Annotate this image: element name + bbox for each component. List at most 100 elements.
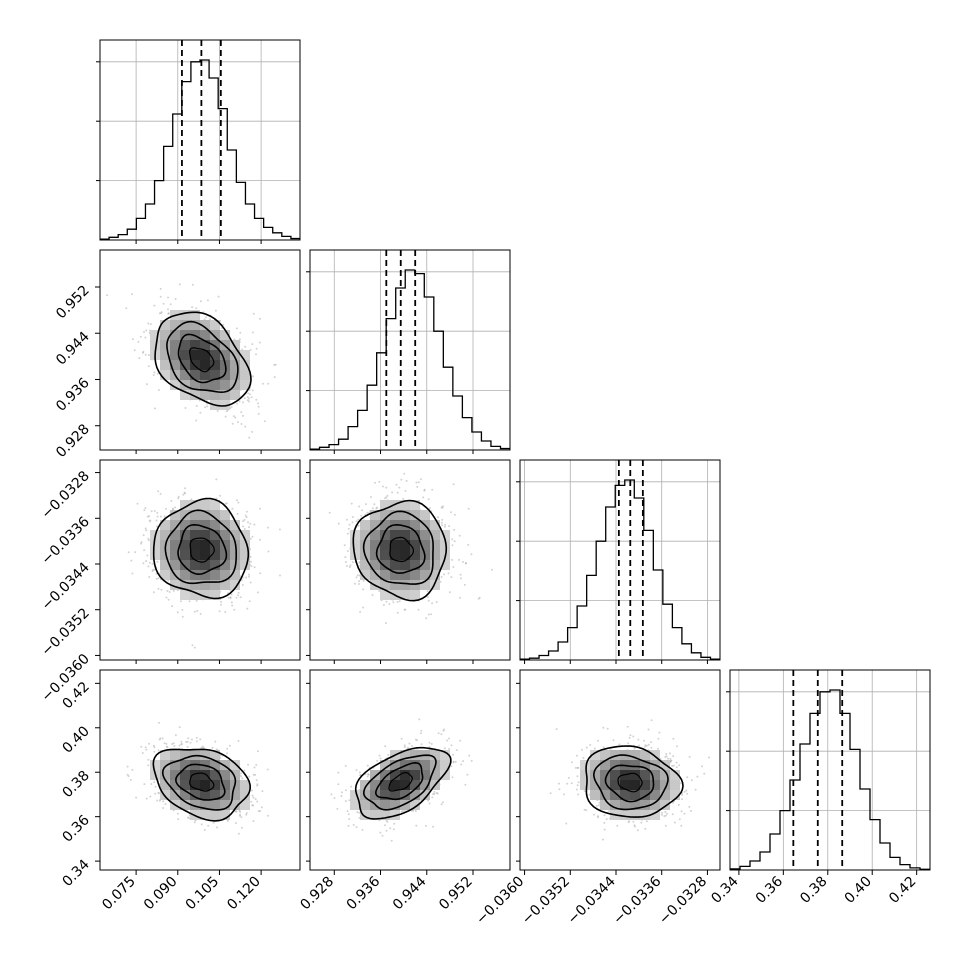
density-cell <box>190 590 200 600</box>
x-tick-label: 0.40 <box>842 874 875 907</box>
density-cell <box>200 770 210 780</box>
density-cell <box>410 570 420 580</box>
scatter-point <box>184 407 187 409</box>
scatter-point <box>402 497 405 500</box>
scatter-point <box>451 558 454 561</box>
scatter-point <box>140 542 142 545</box>
scatter-point <box>386 494 389 497</box>
density-cell <box>240 350 250 360</box>
scatter-point <box>357 583 360 585</box>
scatter-point <box>642 739 645 742</box>
density-cell <box>230 550 240 560</box>
density-cell <box>630 810 640 820</box>
scatter-point <box>263 420 266 423</box>
contour-line <box>389 536 414 563</box>
scatter-point <box>240 816 243 819</box>
scatter-point <box>385 486 388 489</box>
scatter-point <box>688 755 691 758</box>
scatter-point <box>371 594 374 596</box>
scatter-point <box>267 382 270 385</box>
scatter-point <box>150 783 153 785</box>
density-cell <box>430 570 440 580</box>
scatter-point <box>447 572 450 575</box>
scatter-point <box>251 789 253 792</box>
scatter-point <box>224 502 227 505</box>
scatter-point <box>722 751 724 753</box>
scatter-point <box>672 737 675 740</box>
scatter-point <box>385 622 387 624</box>
scatter-point <box>255 398 258 401</box>
scatter-point <box>252 796 255 799</box>
contour-line <box>374 761 424 801</box>
scatter-point <box>627 742 630 745</box>
scatter-point <box>583 808 586 811</box>
scatter-point <box>140 745 143 748</box>
scatter-point <box>234 416 237 419</box>
scatter-point <box>433 793 436 795</box>
density-cell <box>190 790 200 800</box>
x-tick-label: 0.952 <box>436 874 476 914</box>
scatter-point <box>204 406 207 409</box>
density-cell <box>410 770 420 780</box>
scatter-point <box>141 752 144 754</box>
scatter-point <box>602 726 605 729</box>
density-cell <box>180 510 190 520</box>
scatter-point <box>177 495 180 498</box>
density-cell <box>150 760 160 770</box>
scatter-point <box>202 746 205 749</box>
scatter-point <box>158 312 161 315</box>
scatter-point <box>235 499 238 502</box>
scatter-point <box>238 400 241 403</box>
scatter-point <box>149 795 152 798</box>
x-tick-label: −0.0336 <box>610 873 664 927</box>
density-cell <box>210 340 220 350</box>
scatter-point <box>404 489 407 492</box>
scatter-point <box>164 803 167 805</box>
density-cell <box>230 580 240 590</box>
scatter-point <box>169 303 172 306</box>
scatter-point <box>427 799 430 802</box>
scatter-point <box>444 523 446 526</box>
y-tick-label: 0.928 <box>53 421 93 461</box>
scatter-point <box>361 828 364 831</box>
scatter-point <box>244 345 247 348</box>
histogram-step <box>730 689 930 870</box>
scatter-point <box>384 745 387 748</box>
scatter-point <box>231 507 234 510</box>
scatter-point <box>448 591 451 594</box>
density-cell <box>220 800 230 810</box>
scatter-point <box>203 828 206 831</box>
scatter-point <box>441 524 443 527</box>
scatter-point <box>470 553 473 556</box>
scatter-point <box>355 769 358 772</box>
scatter-point <box>676 745 678 748</box>
scatter-point <box>158 792 160 795</box>
scatter-point <box>442 505 444 508</box>
scatter-point <box>156 372 159 375</box>
scatter-point <box>664 814 667 817</box>
density-cell <box>170 520 180 530</box>
density-cell <box>590 790 600 800</box>
scatter-point <box>627 821 630 824</box>
scatter-point <box>215 478 218 481</box>
density-cell <box>220 550 230 560</box>
density-cell <box>650 800 660 810</box>
scatter-point <box>357 524 360 527</box>
scatter-point <box>253 766 256 769</box>
scatter-point <box>376 506 379 509</box>
contour-line <box>362 510 434 585</box>
density-cell <box>200 500 210 510</box>
density-cell <box>180 750 190 760</box>
density-cell <box>190 780 200 790</box>
scatter-point <box>665 755 668 758</box>
scatter-point <box>346 550 349 552</box>
scatter-point <box>140 541 143 544</box>
density-cell <box>210 560 220 570</box>
panel-frame <box>99 459 301 661</box>
density-cell <box>220 580 230 590</box>
scatter-point <box>412 809 415 812</box>
scatter-point <box>238 809 241 812</box>
density-cell <box>200 810 210 820</box>
scatter-point <box>640 821 643 824</box>
scatter-point <box>218 610 221 613</box>
